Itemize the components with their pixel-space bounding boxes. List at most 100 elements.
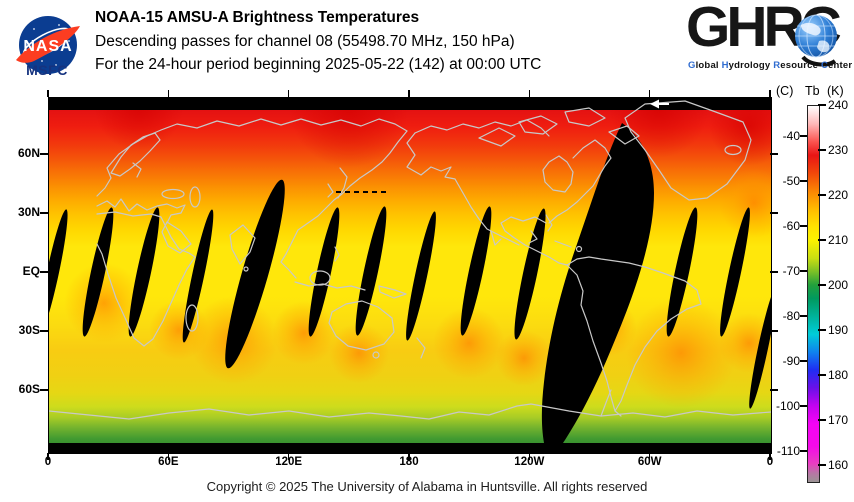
lat-tick-label: 30N xyxy=(17,204,40,219)
lon-tick-bottom xyxy=(769,453,771,460)
colorbar-title-tb: Tb xyxy=(805,84,820,98)
lon-tick-top xyxy=(167,90,170,97)
colorbar-title-celsius: (C) xyxy=(776,84,794,98)
colorbar-kelvin-tick xyxy=(818,284,826,286)
colorbar-kelvin-tick xyxy=(818,374,826,376)
msfc-label: MSFC xyxy=(26,62,68,78)
lat-tick-right xyxy=(770,271,778,273)
ghrc-tagline-word: esource xyxy=(780,60,821,71)
page-title: NOAA-15 AMSU-A Brightness Temperatures xyxy=(95,9,420,26)
colorbar-kelvin-label: 190 xyxy=(828,323,849,337)
colorbar-kelvin-tick xyxy=(818,104,826,106)
no-data-swath-gaps xyxy=(49,123,771,448)
colorbar-celsius-tick xyxy=(800,270,807,272)
lon-tick-bottom xyxy=(648,453,651,460)
colorbar-kelvin-tick xyxy=(818,194,826,196)
pass-direction-arrow-icon xyxy=(650,99,669,109)
lat-tick-label: 60N xyxy=(17,145,40,160)
lat-tick-left xyxy=(40,153,48,155)
lon-tick-top xyxy=(408,90,410,97)
colorbar-kelvin-tick xyxy=(818,329,826,331)
colorbar-celsius-tick xyxy=(800,450,807,452)
colorbar-kelvin-tick xyxy=(818,419,826,421)
colorbar-celsius-tick xyxy=(800,405,807,407)
colorbar-kelvin-tick xyxy=(818,149,826,151)
colorbar-celsius-label: -40 xyxy=(782,128,800,143)
ghrc-logo: G H R C Global Hydrology Resource Center xyxy=(686,0,852,78)
colorbar-celsius-label: -90 xyxy=(782,353,800,368)
lat-tick-label: 30S xyxy=(18,323,40,337)
lon-tick-label: 0 xyxy=(766,456,774,468)
nasa-logo: NASA xyxy=(16,16,80,74)
colorbar-celsius-tick xyxy=(800,360,807,362)
colorbar-celsius-label: -50 xyxy=(782,173,800,188)
ghrc-tagline-capital: G xyxy=(688,60,696,71)
colorbar-kelvin-tick xyxy=(818,464,826,466)
lon-tick-bottom xyxy=(408,453,410,460)
lon-tick-top xyxy=(287,90,290,97)
ghrc-tagline-word: ydrology xyxy=(728,60,774,71)
colorbar-celsius-tick xyxy=(800,225,807,227)
colorbar-celsius-label: -100 xyxy=(775,398,800,413)
colorbar-kelvin-label: 210 xyxy=(828,233,849,247)
lon-tick-bottom xyxy=(167,453,170,460)
page-subtitle-channel: Descending passes for channel 08 (55498.… xyxy=(95,33,515,50)
colorbar-kelvin-label: 240 xyxy=(828,98,849,112)
lon-tick-label: 0 xyxy=(44,456,52,468)
colorbar-celsius-label: -80 xyxy=(782,308,800,323)
lat-tick-right xyxy=(770,389,778,391)
ghrc-tagline: Global Hydrology Resource Center xyxy=(688,60,852,71)
nasa-logo-swoosh xyxy=(16,26,80,63)
brightness-temperature-map xyxy=(48,97,772,454)
colorbar-celsius-label: -60 xyxy=(782,218,800,233)
coastlines xyxy=(49,100,771,420)
no-data-strip-south xyxy=(49,443,771,453)
ghrc-tagline-capital: R xyxy=(773,60,781,71)
ghrc-tagline-capital: C xyxy=(820,60,829,71)
colorbar-kelvin-label: 170 xyxy=(828,413,849,427)
no-data-strip-north xyxy=(49,98,771,110)
globe-icon xyxy=(795,14,837,67)
page-subtitle-period: For the 24-hour period beginning 2025-05… xyxy=(95,56,542,73)
ghrc-tagline-word: lobal xyxy=(695,60,722,71)
colorbar-kelvin-label: 180 xyxy=(828,368,849,382)
colorbar-kelvin-label: 220 xyxy=(828,188,849,202)
lat-tick-left xyxy=(40,212,48,214)
lon-tick-label: 120W xyxy=(514,456,545,468)
lon-tick-label: 60E xyxy=(158,456,179,468)
colorbar-kelvin-label: 230 xyxy=(828,143,849,157)
lon-tick-label: 60W xyxy=(637,456,662,468)
lon-tick-bottom xyxy=(47,453,49,460)
lat-tick-right xyxy=(770,330,778,332)
colorbar-celsius-tick xyxy=(800,180,807,182)
lon-tick-top xyxy=(528,90,531,97)
colorbar-celsius-label: -110 xyxy=(776,443,800,458)
colorbar-celsius-label: -70 xyxy=(782,263,800,278)
colorbar-kelvin-label: 200 xyxy=(828,278,849,292)
copyright-line: Copyright © 2025 The University of Alaba… xyxy=(206,479,648,494)
lat-tick-right xyxy=(770,212,778,214)
nasa-logo-text: NASA xyxy=(23,38,72,55)
ghrc-tagline-word: enter xyxy=(828,60,853,71)
lon-tick-bottom xyxy=(528,453,531,460)
lat-tick-label: 60S xyxy=(18,382,40,396)
colorbar-kelvin-label: 160 xyxy=(828,458,849,472)
lat-tick-right xyxy=(770,153,778,155)
lat-tick-left xyxy=(40,271,48,273)
lon-tick-top xyxy=(47,90,49,97)
colorbar-celsius-tick xyxy=(800,315,807,317)
lon-tick-label: 120E xyxy=(275,456,303,468)
no-data-missing-swath xyxy=(541,123,654,448)
lon-tick-bottom xyxy=(287,453,290,460)
lon-tick-label: 180 xyxy=(399,456,419,468)
colorbar-celsius-tick xyxy=(800,135,807,137)
lat-tick-left xyxy=(40,389,48,391)
lat-tick-left xyxy=(40,330,48,332)
colorbar-title-kelvin: (K) xyxy=(827,84,844,98)
lat-tick-label: EQ xyxy=(22,264,40,278)
colorbar-kelvin-tick xyxy=(818,239,826,241)
lon-tick-top xyxy=(648,90,651,97)
colorbar xyxy=(807,105,820,483)
ghrc-tagline-capital: H xyxy=(721,60,729,71)
lon-tick-top xyxy=(769,90,771,97)
